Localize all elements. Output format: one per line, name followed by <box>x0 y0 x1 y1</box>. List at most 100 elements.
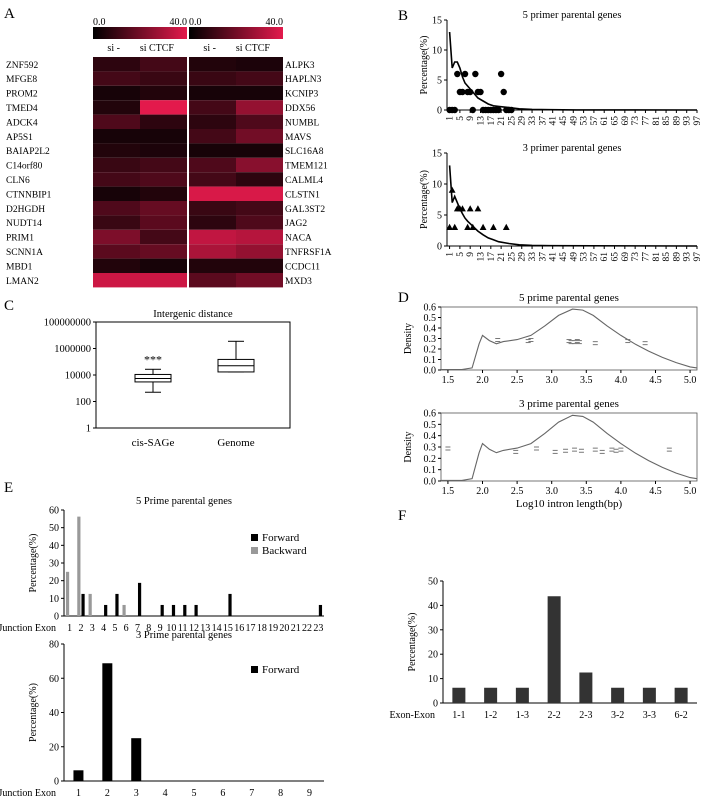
heatmap-cell <box>93 186 140 201</box>
heatmap-cell <box>140 215 187 230</box>
heatmap-cell <box>140 129 187 144</box>
x-tick-label: 5 <box>192 788 197 799</box>
x-tick-label: 97 <box>693 252 701 262</box>
row-label: ZNF592 <box>6 61 38 71</box>
bar <box>579 672 593 703</box>
y-tick-label: 0.3 <box>424 334 437 345</box>
data-point <box>448 186 456 193</box>
x-tick-label: 21 <box>497 252 507 262</box>
y-tick-label: 10 <box>428 674 438 685</box>
heatmap-cell <box>236 273 283 288</box>
heatmap-cell <box>93 114 140 129</box>
data-point <box>489 223 497 230</box>
y-tick-label: 30 <box>49 559 59 570</box>
row-label: TMEM121 <box>285 162 328 172</box>
column-label: si - <box>107 43 120 54</box>
x-tick-label: 9 <box>158 623 163 634</box>
heatmap-cell <box>189 258 236 273</box>
y-tick-label: 100000000 <box>44 318 91 329</box>
row-label: MFGE8 <box>6 75 37 85</box>
legend-label: Forward <box>262 664 300 676</box>
y-tick-label: 0.2 <box>424 454 437 465</box>
x-tick-label: 1 <box>446 116 456 121</box>
column-label: si - <box>203 43 216 54</box>
x-tick-label: 93 <box>683 116 693 126</box>
x-tick-label: 5.0 <box>684 486 697 497</box>
y-tick-label: 10 <box>432 46 442 57</box>
y-tick-label: 60 <box>49 506 59 517</box>
legend-label: Forward <box>262 532 300 544</box>
y-tick-label: 0.0 <box>424 366 437 377</box>
x-tick-label: 4.0 <box>615 375 628 386</box>
x-axis-label: Log10 intron length(bp) <box>516 498 623 510</box>
panel-a-heatmap: 0.0 40.0si - si CTCFZNF592MFGE8PROM2TMED4A… <box>6 17 332 288</box>
x-tick-label: 18 <box>257 623 267 634</box>
y-tick-label: 20 <box>49 742 59 753</box>
panel-d-3-prime-density: 3 prime parental genes 0.00.10.20.30.40.5… <box>403 398 698 510</box>
x-tick-label: 23 <box>313 623 323 634</box>
y-tick-label: 0.4 <box>424 431 437 442</box>
bar <box>318 604 323 616</box>
x-tick-label: 1 <box>446 252 456 257</box>
row-label: CALML4 <box>285 176 323 186</box>
bar <box>122 604 126 616</box>
heatmap-cell <box>140 273 187 288</box>
x-tick-label: 17 <box>246 623 256 634</box>
x-tick-label: 45 <box>559 116 569 126</box>
bar <box>102 663 113 781</box>
y-tick-label: 40 <box>49 541 59 552</box>
bar <box>137 582 142 616</box>
x-tick-label: 1 <box>67 623 72 634</box>
x-tick-label: 13 <box>200 623 210 634</box>
row-label: MBD1 <box>6 262 33 272</box>
y-tick-label: 0.2 <box>424 345 437 356</box>
x-tick-label: 81 <box>652 116 662 126</box>
x-tick-label: 93 <box>683 252 693 262</box>
data-point <box>500 88 507 96</box>
y-tick-label: 20 <box>428 650 438 661</box>
heatmap-cell <box>189 57 236 72</box>
plot-frame <box>440 412 698 482</box>
heatmap-cell <box>236 57 283 72</box>
row-label: TNFRSF1A <box>285 248 332 258</box>
x-tick-label: 69 <box>621 252 631 262</box>
row-label: D2HGDH <box>6 205 45 215</box>
heatmap-cell <box>140 114 187 129</box>
heatmap-cell <box>140 157 187 173</box>
x-tick-label: 65 <box>611 116 621 126</box>
row-label: GAL3ST2 <box>285 205 325 215</box>
x-tick-label: 2 <box>105 788 110 799</box>
x-tick-label: 29 <box>518 252 528 262</box>
data-point <box>502 223 510 230</box>
chart-title: 3 Prime parental genes <box>136 630 232 641</box>
heatmap-cell <box>236 157 283 173</box>
x-tick-label: 33 <box>528 116 538 126</box>
x-tick-label: 2.0 <box>476 486 489 497</box>
heatmap-cell <box>189 229 236 245</box>
y-tick-label: 0.0 <box>424 477 437 488</box>
x-tick-label: 2.0 <box>476 375 489 386</box>
x-tick-label: 49 <box>569 116 579 126</box>
row-label: ADCK4 <box>6 118 38 128</box>
heatmap-cell <box>140 244 187 259</box>
y-tick-label: 50 <box>49 523 59 534</box>
x-tick-label: 73 <box>631 116 641 126</box>
bar <box>515 687 529 703</box>
y-tick-label: 50 <box>428 577 438 588</box>
y-tick-label: 0 <box>54 612 59 623</box>
x-tick-label: 3.0 <box>545 486 558 497</box>
x-axis-prefix-label: Exon-Exon <box>389 710 435 721</box>
heatmap-cell <box>189 244 236 259</box>
x-tick-label: 65 <box>611 252 621 262</box>
x-tick-label: 57 <box>590 252 600 262</box>
x-tick-label: 85 <box>662 116 672 126</box>
x-tick-label: 3-3 <box>643 710 656 721</box>
x-tick-label: 81 <box>652 252 662 262</box>
x-tick-label: 1.5 <box>442 486 455 497</box>
colorbar <box>189 27 283 39</box>
bar <box>171 604 176 616</box>
x-tick-label: 29 <box>518 116 528 126</box>
y-tick-label: 0 <box>54 777 59 788</box>
y-axis-label: Percentage(%) <box>419 36 430 95</box>
heatmap-cell <box>236 186 283 201</box>
